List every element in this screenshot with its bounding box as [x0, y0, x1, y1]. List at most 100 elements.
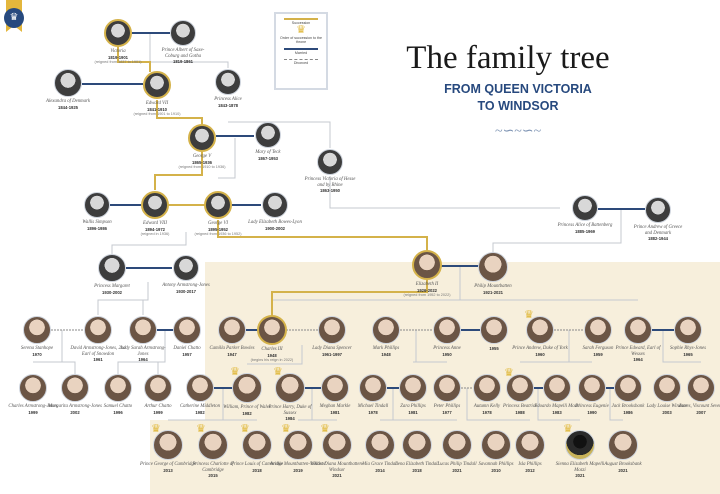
person-name: August Brooksbank	[604, 462, 642, 467]
person-name: Archie Mountbatten-Windsor	[270, 462, 326, 467]
person-label: Lady Elizabeth Bowes-Lyon 1900-2002	[247, 220, 303, 231]
subtitle-line-2: TO WINDSOR	[477, 99, 559, 113]
person-name: Isla Phillips	[518, 462, 542, 467]
person-years: 1981	[408, 409, 418, 415]
person-years: 1867-1953	[257, 155, 279, 161]
person-years: 2019	[293, 467, 303, 473]
person-name: Princess Beatrice	[503, 404, 537, 409]
crown-icon: ♛	[230, 366, 240, 378]
person-label: Archie Mountbatten-Windsor 2019	[270, 462, 326, 473]
portrait	[19, 374, 47, 402]
person-name: Lilibet Diana Mountbatten-Windsor	[310, 462, 364, 473]
crown-icon: ♛	[196, 423, 206, 435]
person-name: Alexandra of Denmark	[46, 99, 90, 104]
person-years: 1900-2002	[264, 225, 286, 231]
person-name: Prince Harry, Duke of Sussex	[268, 405, 312, 416]
person-name: Charles Armstrong-Jones	[8, 404, 58, 409]
person-name: Michael Tindall	[357, 404, 389, 409]
portrait	[257, 315, 287, 345]
portrait	[318, 316, 346, 344]
succession-lines	[117, 47, 428, 316]
person-label: Serena Stanhope 1970	[9, 346, 65, 357]
person-years: 1982	[242, 410, 252, 416]
person-years: 1996	[113, 409, 123, 415]
person-years: 1955	[489, 346, 499, 351]
portrait	[322, 430, 352, 460]
person-label: David Armstrong-Jones, 2nd Earl of Snowd…	[70, 346, 126, 363]
person-years: 2012	[525, 467, 535, 473]
person-label: Prince Louis of Cambridge 2018	[229, 462, 285, 473]
portrait	[526, 316, 554, 344]
person-years: 1964	[633, 357, 643, 363]
person-name: Camilla Parker Bowles	[209, 346, 255, 351]
person-name: Zara Phillips	[400, 404, 426, 409]
person-label: Meghan Markle 1981	[307, 404, 363, 415]
person-label: August Brooksbank 2021	[595, 462, 651, 473]
person-years: 2003	[662, 409, 672, 415]
person-name: Margarita Armstrong-Jones	[48, 404, 102, 409]
portrait	[153, 430, 183, 460]
portrait	[480, 316, 508, 344]
person-years: 1843-1878	[217, 102, 239, 108]
person-label: Savannah Phillips 2010	[468, 462, 524, 473]
portrait	[543, 374, 571, 402]
portrait	[23, 316, 51, 344]
legend-married: Married	[294, 51, 308, 55]
person-label: Lucas Philip Tindall 2021	[429, 462, 485, 473]
person-name: Lady Louise Windsor	[646, 404, 688, 409]
portrait	[173, 316, 201, 344]
portrait	[170, 20, 196, 46]
portrait	[412, 250, 442, 280]
portrait	[321, 374, 349, 402]
person-name: James, Viscount Severn	[678, 404, 720, 409]
portrait	[624, 316, 652, 344]
person-name: Princess Alice	[214, 97, 242, 102]
person-years: 1950	[442, 351, 452, 357]
person-years: 1978	[368, 409, 378, 415]
person-name: Serena Stanhope	[20, 346, 54, 351]
person-years: 1957	[182, 351, 192, 357]
person-label: Isla Phillips 2012	[502, 462, 558, 473]
crown-icon: ♛	[240, 423, 250, 435]
reign-note: (reigned in 1936)	[140, 232, 170, 237]
person-label: Prince Albert of Saxe-Coburg and Gotha 18…	[155, 48, 211, 65]
portrait	[473, 374, 501, 402]
person-label: George V 1865-1936 (reigned from 1910 to 1…	[174, 154, 230, 171]
crown-icon: ♛	[563, 423, 573, 435]
person-name: Arthur Chatto	[144, 404, 172, 409]
person-label: Prince George of Cambridge 2013	[140, 462, 196, 473]
person-name: Mary of Teck	[255, 150, 281, 155]
crown-icon: ♛	[281, 423, 291, 435]
person-name: Lady Diana Spencer	[312, 346, 352, 351]
portrait	[242, 430, 272, 460]
person-years: 1984	[285, 416, 295, 422]
person-name: Prince Andrew of Greece and Denmark	[633, 225, 683, 236]
person-name: Victoria	[110, 49, 126, 54]
person-years: 1982	[195, 409, 205, 415]
person-label: Zara Phillips 1981	[385, 404, 441, 415]
portrait	[687, 374, 715, 402]
person-label: Antony Armstrong-Jones 1930-2017	[158, 283, 214, 294]
person-years: 1999	[153, 409, 163, 415]
portrait	[608, 430, 638, 460]
legend-order: Order of succession to the throne	[280, 36, 322, 44]
person-name: Philip Mountbatten	[474, 284, 512, 289]
person-years: 2021	[618, 467, 628, 473]
person-label: Lilibet Diana Mountbatten-Windsor 2021	[309, 462, 365, 479]
person-years: 1947	[227, 351, 237, 357]
person-name: Catherine Middleton	[179, 404, 221, 409]
person-name: Lady Elizabeth Bowes-Lyon	[248, 220, 302, 225]
person-name: Meghan Markle	[319, 404, 351, 409]
portrait	[317, 149, 343, 175]
person-label: James, Viscount Severn 2007	[673, 404, 720, 415]
person-years: 1841-1910	[146, 106, 168, 112]
portrait	[481, 430, 511, 460]
person-years: 1844-1925	[57, 104, 79, 110]
person-label: Michael Tindall 1978	[345, 404, 401, 415]
portrait	[365, 430, 395, 460]
person-label: Lena Elizabeth Tindall 2018	[389, 462, 445, 473]
person-label: Mark Phillips 1948	[358, 346, 414, 357]
person-label: Wallis Simpson 1896-1986	[69, 220, 125, 231]
flourish-ornament-icon: ~∽~∽~	[495, 124, 542, 139]
person-years: 2018	[412, 467, 422, 473]
